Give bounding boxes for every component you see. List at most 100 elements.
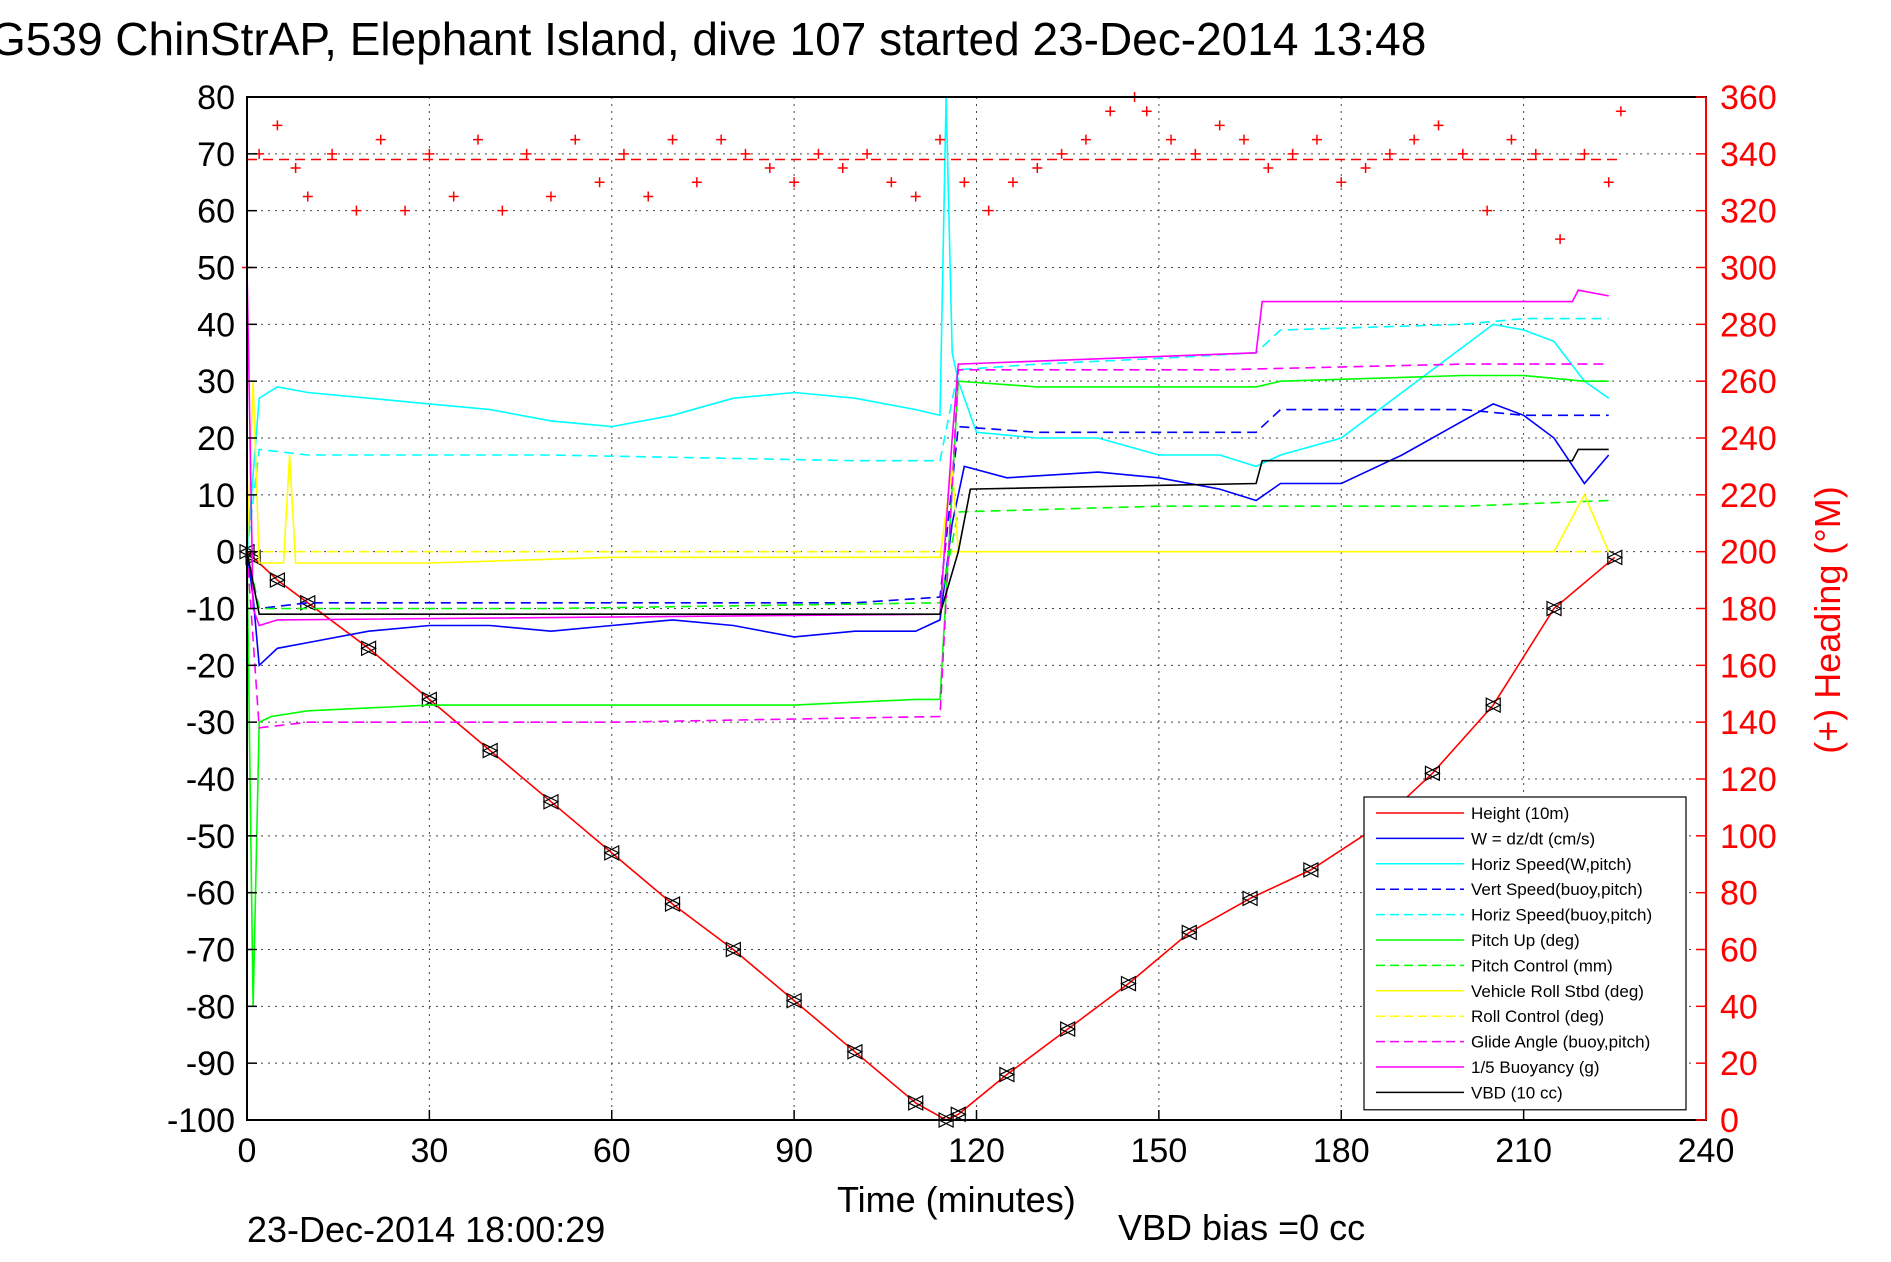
y2-tick-label: 0 bbox=[1720, 1102, 1739, 1140]
y-tick-label: -100 bbox=[167, 1102, 235, 1140]
heading-point bbox=[935, 134, 946, 145]
height-point bbox=[1302, 861, 1320, 878]
legend-label: Glide Angle (buoy,pitch) bbox=[1471, 1033, 1650, 1052]
series-10-line bbox=[246, 267, 1609, 627]
y2-tick-label: 40 bbox=[1720, 988, 1758, 1026]
y2-tick-label: 260 bbox=[1720, 363, 1777, 401]
legend-label: Height (10m) bbox=[1471, 804, 1569, 823]
heading-point bbox=[545, 191, 556, 202]
series-9-line bbox=[246, 363, 1609, 729]
y2-tick-label: 80 bbox=[1720, 875, 1758, 913]
heading-point bbox=[1555, 234, 1566, 245]
x-tick-label: 210 bbox=[1495, 1132, 1552, 1170]
heading-point bbox=[643, 191, 654, 202]
heading-point bbox=[910, 191, 921, 202]
series-heading-markers bbox=[242, 92, 1626, 273]
x-tick-label: 60 bbox=[593, 1132, 631, 1170]
legend: Height (10m) W = dz/dt (cm/s) Horiz Speed(… bbox=[1363, 796, 1687, 1111]
height-point bbox=[1545, 600, 1563, 617]
y-tick-label: 20 bbox=[197, 420, 235, 458]
chart-title: G539 ChinStrAP, Elephant Island, dive 10… bbox=[0, 13, 1426, 65]
legend-label: 1/5 Buoyancy (g) bbox=[1471, 1058, 1600, 1077]
legend-label: VBD (10 cc) bbox=[1471, 1083, 1563, 1102]
height-point bbox=[421, 691, 438, 708]
heading-point bbox=[1482, 205, 1493, 216]
legend-label: Horiz Speed(W,pitch) bbox=[1471, 855, 1632, 874]
height-point bbox=[724, 941, 742, 958]
heading-point bbox=[983, 205, 994, 216]
heading-point bbox=[1214, 120, 1225, 131]
y-tick-label: -50 bbox=[186, 818, 235, 856]
legend-label: Pitch Up (deg) bbox=[1471, 931, 1580, 950]
heading-point bbox=[1530, 148, 1541, 159]
heading-point bbox=[1056, 148, 1067, 159]
heading-point bbox=[1433, 120, 1444, 131]
axis-ticks: 0 30 60 90 120 150 180 210 24080706050403020100-… bbox=[167, 79, 1777, 1170]
heading-point bbox=[448, 191, 459, 202]
heading-point bbox=[1603, 177, 1614, 188]
heading-point bbox=[740, 148, 751, 159]
footer-timestamp: 23-Dec-2014 18:00:29 bbox=[247, 1209, 605, 1250]
plot-grid bbox=[247, 97, 1706, 1120]
legend-box bbox=[1363, 796, 1687, 1111]
heading-point bbox=[1360, 163, 1371, 174]
series-2-line bbox=[246, 96, 1610, 552]
y-tick-label: 10 bbox=[197, 477, 235, 515]
heading-point bbox=[1457, 148, 1468, 159]
heading-point bbox=[1007, 177, 1018, 188]
x-axis-label: Time (minutes) bbox=[837, 1179, 1076, 1220]
height-point bbox=[1241, 890, 1259, 907]
heading-point bbox=[473, 134, 484, 145]
y-tick-label: 80 bbox=[197, 79, 235, 117]
heading-point bbox=[886, 177, 897, 188]
legend-label: W = dz/dt (cm/s) bbox=[1471, 829, 1595, 848]
heading-point bbox=[327, 148, 338, 159]
y2-tick-label: 220 bbox=[1720, 477, 1777, 515]
series-4-line bbox=[246, 317, 1609, 552]
heading-point bbox=[1190, 148, 1201, 159]
heading-point bbox=[1336, 177, 1347, 188]
y-tick-label: -10 bbox=[186, 591, 235, 629]
heading-point bbox=[521, 148, 532, 159]
y2-tick-label: 20 bbox=[1720, 1045, 1758, 1083]
y2-tick-label: 160 bbox=[1720, 647, 1777, 685]
heading-point bbox=[570, 134, 581, 145]
y-tick-label: 30 bbox=[197, 363, 235, 401]
heading-point bbox=[813, 148, 824, 159]
height-point bbox=[846, 1043, 864, 1060]
y-tick-label: -80 bbox=[186, 988, 235, 1026]
footer-vbd-bias: VBD bias =0 cc bbox=[1118, 1207, 1365, 1248]
heading-point bbox=[1615, 106, 1626, 117]
heading-point bbox=[1384, 148, 1395, 159]
legend-label: Vert Speed(buoy,pitch) bbox=[1471, 880, 1643, 899]
y-tick-label: 50 bbox=[197, 250, 235, 288]
y-tick-label: 70 bbox=[197, 136, 235, 174]
legend-label: Pitch Control (mm) bbox=[1471, 956, 1613, 975]
heading-point bbox=[302, 191, 313, 202]
heading-point bbox=[272, 120, 283, 131]
height-point bbox=[1484, 697, 1502, 714]
plot-series bbox=[238, 92, 1626, 1128]
heading-point bbox=[1238, 134, 1249, 145]
height-point bbox=[785, 992, 803, 1009]
height-point bbox=[998, 1066, 1016, 1083]
y-tick-label: -70 bbox=[186, 932, 235, 970]
heading-point bbox=[667, 134, 678, 145]
y2-tick-label: 60 bbox=[1720, 932, 1758, 970]
heading-point bbox=[375, 134, 386, 145]
heading-point bbox=[1311, 134, 1322, 145]
y2-tick-label: 300 bbox=[1720, 250, 1777, 288]
height-point bbox=[269, 572, 286, 589]
height-point bbox=[603, 844, 621, 861]
height-point bbox=[1180, 924, 1198, 941]
heading-point bbox=[1080, 134, 1091, 145]
y2-tick-label: 320 bbox=[1720, 193, 1777, 231]
heading-point bbox=[1287, 148, 1298, 159]
height-point bbox=[1059, 1021, 1077, 1038]
heading-point bbox=[959, 177, 970, 188]
heading-point bbox=[789, 177, 800, 188]
height-point bbox=[1606, 549, 1624, 566]
legend-label: Vehicle Roll Stbd (deg) bbox=[1471, 982, 1644, 1001]
height-point bbox=[542, 793, 560, 810]
